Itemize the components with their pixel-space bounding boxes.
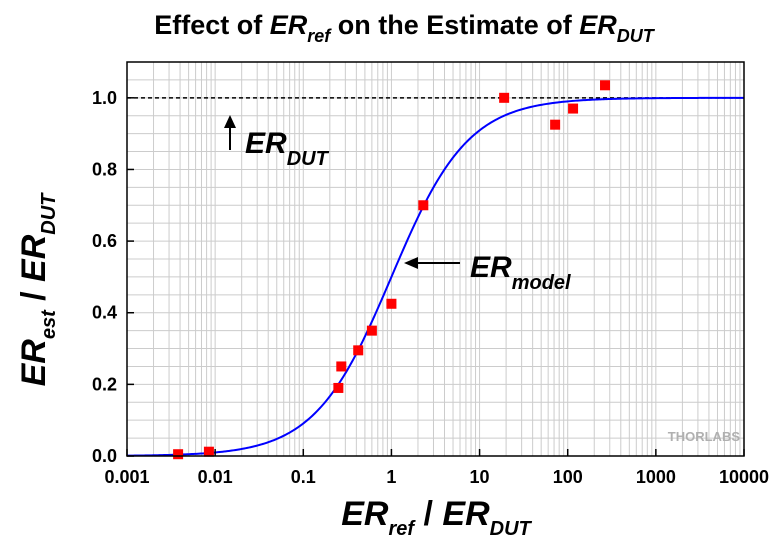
er-model-arrow-head bbox=[404, 257, 418, 269]
x-tick-label: 0.01 bbox=[198, 467, 233, 487]
x-tick-label: 1000 bbox=[636, 467, 676, 487]
data-point bbox=[418, 200, 429, 211]
data-point bbox=[550, 119, 561, 130]
data-point bbox=[600, 80, 611, 91]
x-tick-label: 1 bbox=[386, 467, 396, 487]
chart-title: Effect of ERref on the Estimate of ERDUT bbox=[154, 10, 656, 46]
x-tick-label: 10 bbox=[470, 467, 490, 487]
annotation-er-model: ERmodel bbox=[404, 251, 571, 294]
x-tick-label: 10000 bbox=[719, 467, 769, 487]
thorlabs-watermark: THORLABS bbox=[668, 429, 741, 444]
y-axis-title: ERest / ERDUT bbox=[15, 192, 60, 387]
er-dut-arrow-head bbox=[224, 115, 236, 128]
x-tick-label: 100 bbox=[553, 467, 583, 487]
x-tick-label: 0.1 bbox=[291, 467, 316, 487]
data-point bbox=[336, 361, 347, 372]
y-tick-labels: 0.0 0.2 0.4 0.6 0.8 1.0 bbox=[92, 88, 117, 466]
annotation-er-dut: ERDUT bbox=[224, 115, 330, 170]
y-tick-label: 0.0 bbox=[92, 446, 117, 466]
er-dut-label: ERDUT bbox=[245, 127, 330, 170]
er-model-label: ERmodel bbox=[470, 251, 571, 294]
model-curve-group bbox=[126, 96, 745, 457]
data-point bbox=[499, 92, 510, 103]
data-point bbox=[173, 449, 184, 460]
data-point bbox=[366, 325, 377, 336]
y-tick-label: 0.6 bbox=[92, 231, 117, 251]
data-point bbox=[203, 446, 214, 457]
y-tick-label: 0.2 bbox=[92, 374, 117, 394]
data-point bbox=[386, 298, 397, 309]
data-point bbox=[568, 103, 579, 114]
data-point bbox=[333, 382, 344, 393]
plot-frame bbox=[126, 61, 745, 457]
grid-lines bbox=[127, 62, 744, 456]
model-curve bbox=[126, 96, 745, 457]
x-tick-labels: 0.001 0.01 0.1 1 10 100 1000 10000 bbox=[104, 467, 769, 487]
y-tick-label: 0.4 bbox=[92, 303, 117, 323]
data-points-group bbox=[173, 80, 611, 460]
y-tick-label: 1.0 bbox=[92, 88, 117, 108]
x-axis-title: ERref / ERDUT bbox=[341, 495, 532, 540]
y-tick-label: 0.8 bbox=[92, 159, 117, 179]
axis-ticks bbox=[126, 97, 745, 457]
data-point bbox=[353, 345, 364, 356]
x-tick-label: 0.001 bbox=[104, 467, 149, 487]
